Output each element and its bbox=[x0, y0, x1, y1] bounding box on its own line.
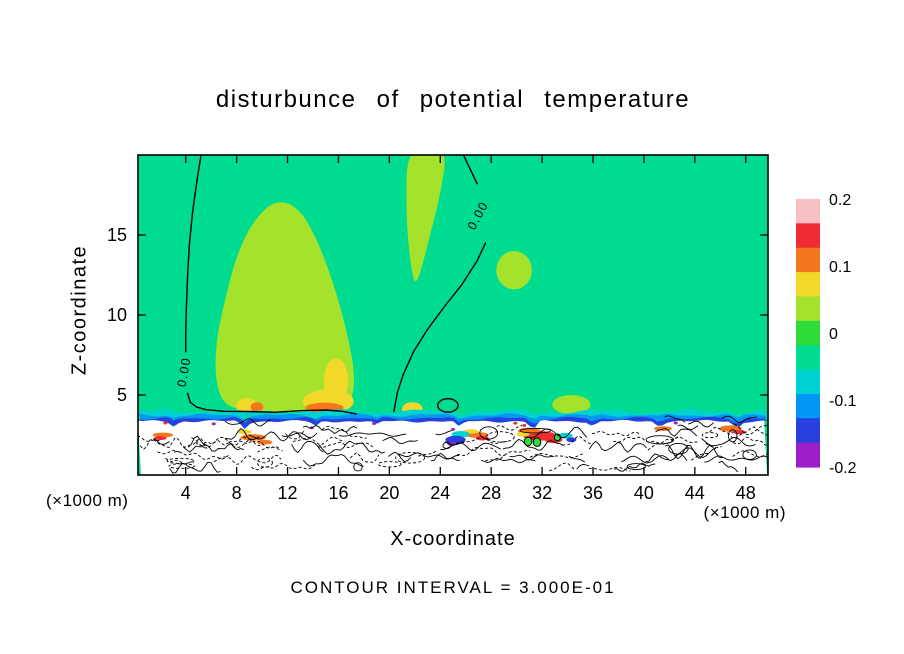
x-tick-label: 4 bbox=[181, 483, 191, 503]
contour-interval-note: CONTOUR INTERVAL = 3.000E-01 bbox=[290, 578, 616, 597]
zero-contour-label: 0.00 bbox=[175, 356, 194, 388]
x-axis-unit: (×1000 m) bbox=[703, 503, 786, 522]
colorbar-tick-label: 0 bbox=[829, 326, 838, 343]
x-tick-label: 36 bbox=[583, 483, 603, 503]
colorbar-segment bbox=[796, 247, 820, 273]
x-tick-label: 32 bbox=[532, 483, 552, 503]
y-axis-unit: (×1000 m) bbox=[46, 491, 129, 510]
x-axis-label: X-coordinate bbox=[390, 528, 516, 550]
x-tick-label: 48 bbox=[736, 483, 756, 503]
y-tick-label: 15 bbox=[107, 225, 127, 245]
x-tick-label: 16 bbox=[328, 483, 348, 503]
x-tick-label: 20 bbox=[379, 483, 399, 503]
colorbar-segment bbox=[796, 345, 820, 371]
x-tick-label: 28 bbox=[481, 483, 501, 503]
colorbar-segment bbox=[796, 272, 820, 298]
colorbar-tick-label: -0.1 bbox=[829, 393, 857, 410]
colorbar-segment bbox=[796, 369, 820, 395]
y-tick-label: 5 bbox=[117, 385, 127, 405]
colorbar-segment bbox=[796, 223, 820, 249]
colorbar-tick-label: 0.2 bbox=[829, 192, 851, 209]
colorbar-segment bbox=[796, 199, 820, 224]
x-tick-label: 24 bbox=[430, 483, 450, 503]
colorbar-segment bbox=[796, 418, 820, 444]
x-tick-label: 40 bbox=[634, 483, 654, 503]
colorbar-tick-label: 0.1 bbox=[829, 259, 851, 276]
x-tick-label: 44 bbox=[685, 483, 705, 503]
y-tick-label: 10 bbox=[107, 305, 127, 325]
colorbar-tick-label: -0.2 bbox=[829, 460, 857, 477]
x-tick-label: 12 bbox=[278, 483, 298, 503]
x-tick-label: 8 bbox=[232, 483, 242, 503]
colorbar-segment bbox=[796, 296, 820, 322]
colorbar-segment bbox=[796, 393, 820, 419]
colorbar-segment bbox=[796, 320, 820, 346]
colorbar-segment bbox=[796, 442, 820, 468]
chart-title: disturbunce of potential temperature bbox=[215, 86, 691, 113]
